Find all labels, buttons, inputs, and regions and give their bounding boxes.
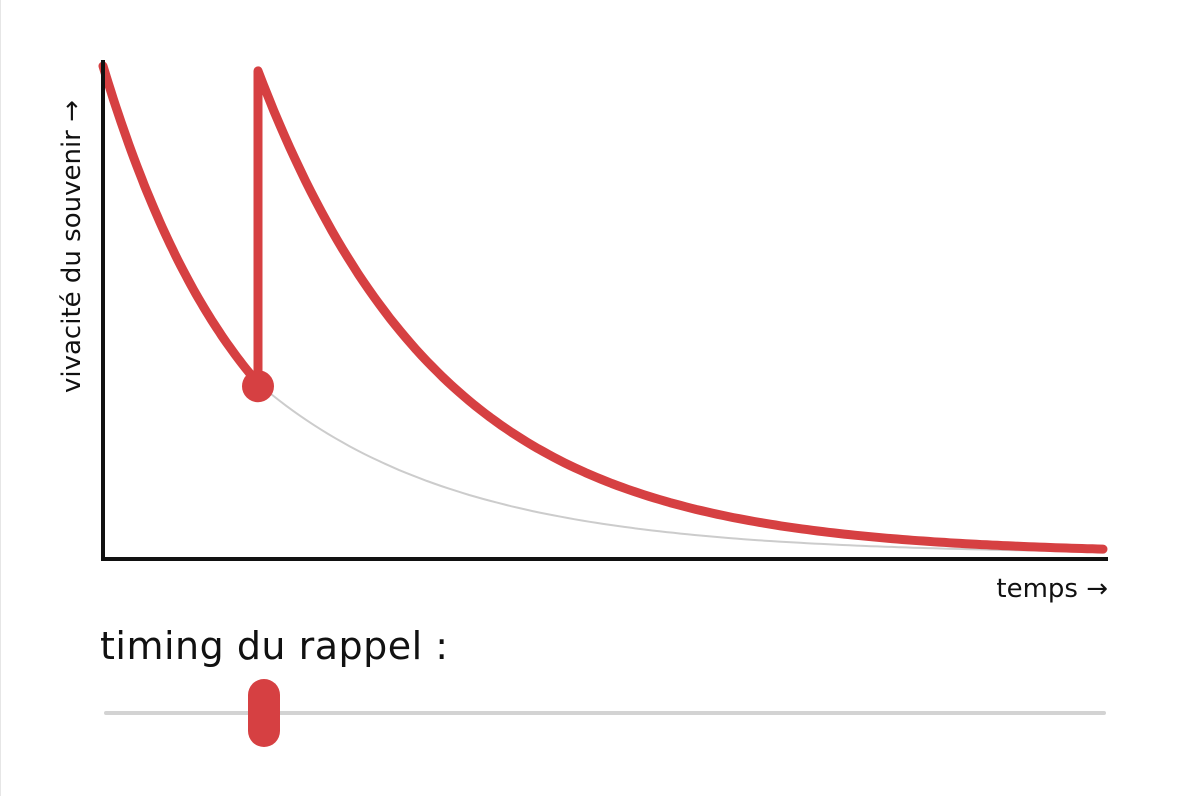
x-axis-label: temps → (996, 574, 1108, 604)
recall-point-marker (242, 370, 274, 403)
frame-edge (0, 0, 1, 796)
original-decay-curve (257, 382, 1104, 553)
y-axis-label: vivacité du souvenir → (57, 100, 87, 393)
forgetting-curve-chart: temps → vivacité du souvenir → (57, 60, 1108, 604)
memory-strength-curve (98, 61, 1108, 554)
recall-timing-slider-track[interactable] (104, 711, 1106, 715)
recall-timing-slider-thumb[interactable] (248, 679, 281, 747)
slider-label: timing du rappel : (100, 624, 449, 668)
curves-layer (98, 61, 1108, 554)
